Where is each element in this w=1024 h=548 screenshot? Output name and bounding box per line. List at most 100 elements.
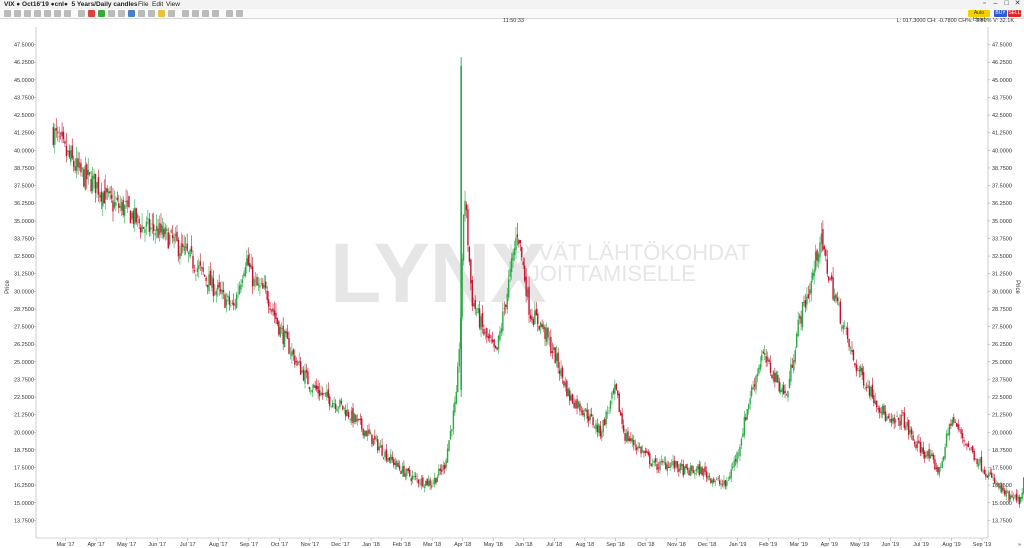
maximize-icon[interactable]: □ — [1004, 0, 1009, 7]
buy-button[interactable]: BUY — [994, 10, 1007, 17]
y-tick-label: 35.0000 — [992, 219, 1012, 225]
cursor-icon[interactable] — [14, 10, 21, 17]
candle-body — [669, 462, 671, 469]
crosshair-icon[interactable] — [4, 10, 11, 17]
x-tick-label: Nov '17 — [301, 542, 319, 548]
candle-body — [785, 394, 788, 396]
candle-body — [644, 450, 647, 453]
candle-body — [202, 267, 204, 272]
help-icon[interactable] — [226, 10, 233, 17]
candle-body — [189, 249, 191, 257]
candle-body — [871, 384, 874, 398]
text-tool-icon[interactable] — [108, 10, 115, 17]
candle-body — [893, 417, 895, 424]
print-icon[interactable] — [138, 10, 145, 17]
candle-body — [682, 464, 684, 476]
indicator-icon[interactable] — [64, 10, 71, 17]
candle-body — [839, 301, 842, 324]
restore-icon[interactable]: ▫ — [983, 0, 986, 7]
candle-body — [694, 472, 696, 475]
fib-tool-icon[interactable] — [118, 10, 125, 17]
candle-body — [699, 466, 702, 474]
candle-body — [452, 410, 455, 429]
candle-body — [976, 459, 978, 465]
candle-body — [499, 331, 501, 340]
candle-body — [538, 325, 540, 330]
order-sell-icon[interactable] — [88, 10, 95, 17]
candle-body — [305, 369, 308, 373]
candle-body — [164, 227, 167, 235]
y-tick-label: 23.7500 — [14, 377, 34, 383]
candle-body — [522, 261, 524, 266]
candle-body — [244, 267, 247, 277]
menu-view[interactable]: View — [166, 1, 180, 8]
candle-body — [339, 399, 341, 408]
candle-body — [833, 295, 836, 301]
candle-body — [602, 419, 604, 432]
more-icon[interactable] — [236, 10, 243, 17]
candle-body — [224, 294, 226, 309]
candle-body — [791, 365, 794, 368]
candle-body — [349, 419, 351, 421]
candle-body — [701, 467, 703, 476]
candle-body — [848, 338, 850, 347]
candle-body — [169, 234, 171, 245]
candle-body — [780, 389, 782, 392]
candle-body — [1011, 495, 1013, 498]
candle-body — [375, 438, 377, 439]
minimize-icon[interactable]: – — [993, 0, 998, 7]
sell-button[interactable]: SELL — [1008, 10, 1021, 17]
candle-body — [995, 482, 997, 485]
auto-hotel-button[interactable]: Auto Hotel — [968, 10, 990, 23]
order-buy-icon[interactable] — [98, 10, 105, 17]
zoom-icon[interactable] — [24, 10, 31, 17]
candle-body — [972, 446, 974, 453]
split-icon[interactable] — [192, 10, 199, 17]
y-tick-label: 43.7500 — [992, 95, 1012, 101]
candle-body — [777, 374, 779, 383]
alert-icon[interactable] — [158, 10, 165, 17]
candle-body — [295, 361, 297, 363]
candle-body — [129, 210, 132, 224]
price-chart[interactable]: LYNX HYVÄT LÄHTÖKOHDAT SIJOITTAMISELLE 1… — [0, 25, 1024, 548]
candle-body — [377, 439, 379, 451]
candle-body — [941, 461, 943, 468]
compare-icon[interactable] — [202, 10, 209, 17]
y-tick-label: 38.7500 — [14, 166, 34, 172]
candle-body — [372, 438, 375, 446]
refresh-icon[interactable] — [212, 10, 219, 17]
candle-body — [627, 431, 629, 441]
pan-icon[interactable] — [34, 10, 41, 17]
candle-body — [707, 475, 709, 480]
bar-size-icon[interactable] — [54, 10, 61, 17]
close-icon[interactable]: ✕ — [1014, 0, 1021, 7]
chart-type-icon[interactable] — [44, 10, 51, 17]
candle-body — [503, 307, 506, 309]
x-tick-label: Jul '19 — [913, 542, 929, 548]
candle-body — [798, 315, 801, 319]
candle-body — [187, 252, 190, 254]
candle-body — [320, 392, 322, 396]
scroll-right-icon[interactable]: » — [1018, 542, 1021, 548]
menu-edit[interactable]: Edit — [152, 1, 164, 8]
candle-body — [590, 413, 593, 417]
layout-icon[interactable] — [182, 10, 189, 17]
candle-body — [227, 295, 229, 297]
menu-file[interactable]: File — [138, 1, 149, 8]
candle-body — [119, 205, 121, 208]
candle-body — [814, 251, 817, 271]
candle-body — [58, 136, 60, 138]
candle-body — [198, 265, 200, 270]
candle-body — [326, 391, 328, 397]
candle-body — [83, 169, 85, 187]
settings-icon[interactable] — [128, 10, 135, 17]
candle-body — [676, 461, 679, 469]
candle-body — [365, 430, 367, 437]
x-tick-label: Feb '19 — [759, 542, 777, 548]
candle-body — [425, 480, 427, 486]
candle-body — [107, 191, 110, 194]
candle-body — [446, 448, 449, 463]
link-icon[interactable] — [148, 10, 155, 17]
line-tool-icon[interactable] — [78, 10, 85, 17]
snapshot-icon[interactable] — [168, 10, 175, 17]
